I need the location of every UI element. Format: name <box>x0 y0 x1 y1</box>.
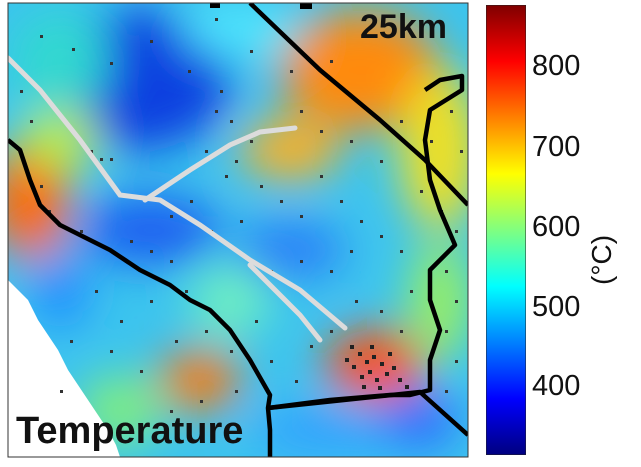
dense-dot-cluster <box>345 345 409 390</box>
colorbar-unit-label: (°C) <box>586 234 617 285</box>
map-title: Temperature <box>16 410 244 452</box>
depth-label: 25km <box>360 8 447 46</box>
colorbar-tick-500: 500 <box>532 291 581 323</box>
colorbar-tick-800: 800 <box>532 50 581 82</box>
colorbar-tick-400: 400 <box>532 370 581 402</box>
fault-lines <box>8 55 348 343</box>
station-dots <box>20 18 463 413</box>
temperature-map <box>7 2 469 458</box>
boundary-lines <box>8 3 468 457</box>
colorbar <box>486 5 526 455</box>
map-frame <box>7 2 469 458</box>
top-edge-marks <box>210 3 312 9</box>
colorbar-tick-600: 600 <box>532 211 581 243</box>
colorbar-tick-700: 700 <box>532 131 581 163</box>
